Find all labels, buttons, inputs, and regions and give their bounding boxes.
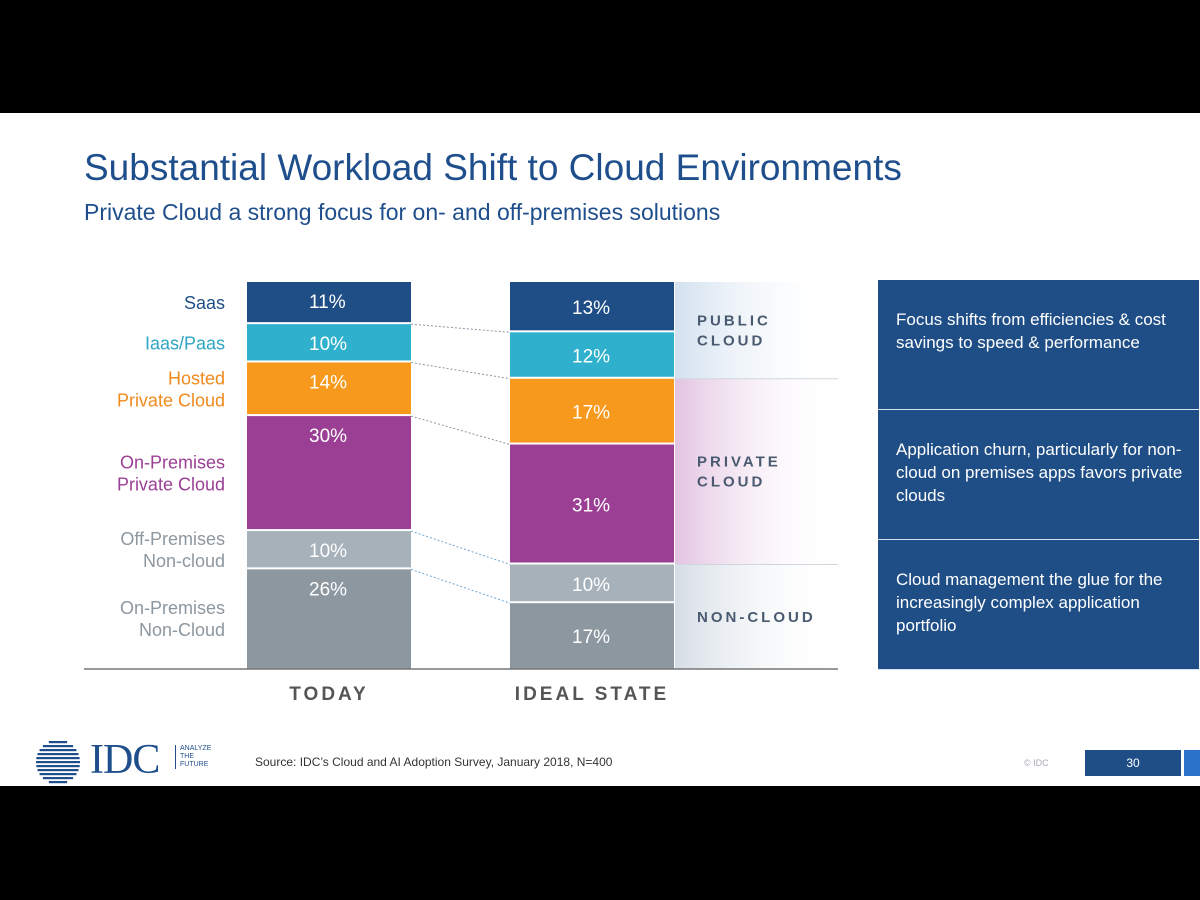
bar-segment (510, 603, 674, 669)
globe-stripe (42, 777, 74, 780)
callout-cloud-management: Cloud management the glue for the increa… (878, 540, 1199, 670)
slide-title: Substantial Workload Shift to Cloud Envi… (84, 147, 902, 188)
bar-segment (247, 362, 411, 415)
tagline-line: THE (180, 753, 194, 760)
tagline-line: FUTURE (180, 761, 209, 768)
globe-stripe (48, 781, 68, 784)
callout-speed-performance: Focus shifts from efficiencies & cost sa… (878, 280, 1199, 410)
slide: Substantial Workload Shift to Cloud Envi… (0, 113, 1200, 786)
connector-line (410, 415, 511, 446)
series-label: On-Premises (120, 453, 225, 473)
globe-stripe (37, 753, 79, 756)
connector-line (410, 323, 511, 333)
idc-tagline: ANALYZE THE FUTURE (175, 745, 220, 769)
data-label: 13% (572, 298, 610, 319)
group-label: CLOUD (697, 474, 765, 491)
series-label: On-Premises (120, 598, 225, 618)
page-number: 30 (1085, 750, 1181, 776)
bar-segment (247, 324, 411, 361)
group-band (675, 564, 838, 669)
series-label: Hosted (168, 368, 225, 388)
tagline-line: ANALYZE (180, 745, 212, 752)
data-label: 26% (309, 579, 347, 600)
bar-segment (247, 569, 411, 669)
series-label: Private Cloud (117, 475, 225, 495)
callout-panel: Focus shifts from efficiencies & cost sa… (878, 280, 1199, 670)
globe-stripe (36, 761, 80, 764)
slide-subtitle: Private Cloud a strong focus for on- and… (84, 199, 721, 225)
data-label: 17% (572, 627, 610, 648)
bar-segment (510, 564, 674, 602)
globe-stripe (36, 757, 80, 760)
globe-stripe (39, 749, 77, 752)
group-band (675, 378, 838, 565)
stacked-bar-chart: PUBLIC CLOUD PRIVATE CLOUD NON-CLOUD 11% 10% 14… (84, 282, 838, 705)
data-label: 11% (309, 292, 346, 313)
bar-segment (247, 531, 411, 568)
group-label: PRIVATE (697, 454, 781, 471)
bar-segment (510, 332, 674, 377)
data-label: 14% (309, 372, 347, 393)
data-label: 17% (572, 403, 610, 424)
copyright: © IDC (1024, 758, 1049, 768)
bar-segment (510, 444, 674, 563)
series-label: Off-Premises (120, 529, 225, 549)
bar-segment (510, 378, 674, 443)
source-note: Source: IDC’s Cloud and AI Adoption Surv… (255, 755, 613, 769)
globe-stripe (39, 773, 77, 776)
data-label: 12% (572, 347, 610, 368)
bar-segment (247, 282, 411, 323)
globe-stripe (42, 745, 74, 748)
globe-stripe (36, 765, 80, 768)
data-label: 10% (309, 541, 347, 562)
globe-stripe (37, 769, 79, 772)
series-label: Non-cloud (143, 551, 225, 571)
data-label: 10% (309, 334, 347, 355)
group-label: PUBLIC (697, 312, 771, 329)
connector-line (410, 530, 511, 565)
group-label: CLOUD (697, 332, 765, 349)
bar-segment (510, 282, 674, 331)
series-label: Iaas/Paas (145, 333, 225, 353)
category-label: IDEAL STATE (515, 684, 669, 705)
connector-line (410, 568, 511, 604)
series-label: Saas (184, 293, 225, 313)
connector-line (410, 361, 511, 380)
idc-globe-icon (36, 741, 80, 784)
data-label: 10% (572, 575, 610, 596)
callout-application-churn: Application churn, particularly for non-… (878, 410, 1199, 540)
page-number-accent (1184, 750, 1200, 776)
group-band (675, 282, 838, 379)
series-label: Private Cloud (117, 390, 225, 410)
bar-segment (247, 416, 411, 530)
idc-logo-text: IDC (90, 737, 160, 783)
globe-stripe (48, 741, 68, 744)
group-label: NON-CLOUD (697, 609, 816, 626)
data-label: 31% (572, 496, 610, 517)
data-label: 30% (309, 426, 347, 447)
category-label: TODAY (289, 684, 368, 705)
series-label: Non-Cloud (139, 620, 225, 640)
